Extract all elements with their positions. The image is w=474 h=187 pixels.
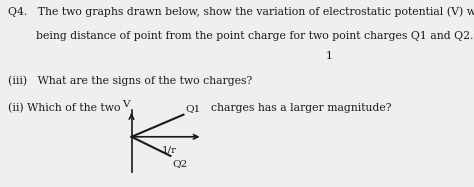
Text: Q4.   The two graphs drawn below, show the variation of electrostatic potential : Q4. The two graphs drawn below, show the… [8,7,474,17]
Text: charges has a larger magnitude?: charges has a larger magnitude? [211,103,392,113]
Text: (ii) Which of the two: (ii) Which of the two [8,103,121,113]
Text: Q2: Q2 [172,160,187,169]
Text: 1/r: 1/r [161,145,176,154]
Text: 1: 1 [326,51,333,61]
Text: V: V [122,100,129,109]
Text: (iii)   What are the signs of the two charges?: (iii) What are the signs of the two char… [8,75,252,86]
Text: being distance of point from the point charge for two point charges Q1 and Q2.: being distance of point from the point c… [8,31,474,41]
Text: Q1: Q1 [185,104,201,113]
